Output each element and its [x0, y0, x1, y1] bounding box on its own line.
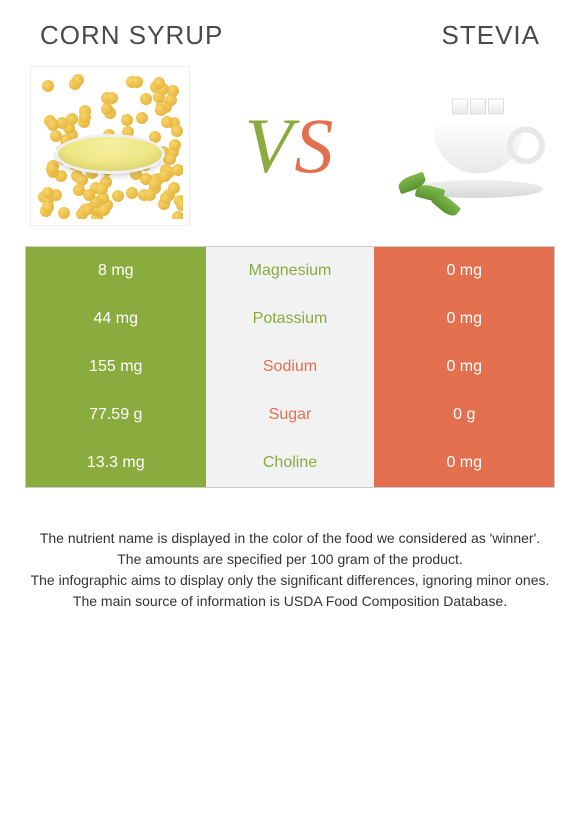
nutrient-table: 8 mgMagnesium0 mg44 mgPotassium0 mg155 m…: [25, 246, 555, 488]
value-left: 77.59 g: [26, 391, 206, 439]
stevia-image: [390, 66, 550, 226]
hero-row: VS: [20, 66, 560, 246]
table-row: 155 mgSodium0 mg: [26, 343, 554, 391]
nutrient-name: Choline: [206, 439, 375, 487]
syrup-bowl-graphic: [55, 134, 165, 174]
nutrient-name: Magnesium: [206, 247, 375, 295]
value-left: 44 mg: [26, 295, 206, 343]
nutrient-name: Sodium: [206, 343, 375, 391]
table-row: 44 mgPotassium0 mg: [26, 295, 554, 343]
value-left: 8 mg: [26, 247, 206, 295]
vs-s: S: [294, 102, 335, 189]
vs-label: VS: [245, 101, 336, 191]
vs-v: V: [245, 102, 295, 189]
titles-row: CORN SYRUP STEVIA: [20, 20, 560, 66]
value-right: 0 mg: [374, 247, 554, 295]
infographic-container: CORN SYRUP STEVIA VS 8 mgMagnesium0 mg44: [0, 0, 580, 632]
footer-line: The infographic aims to display only the…: [30, 570, 550, 591]
title-left: CORN SYRUP: [40, 20, 223, 51]
footer-line: The nutrient name is displayed in the co…: [30, 528, 550, 549]
footer-line: The main source of information is USDA F…: [30, 591, 550, 612]
cup-graphic: [433, 119, 523, 174]
value-left: 155 mg: [26, 343, 206, 391]
title-right: STEVIA: [442, 20, 540, 51]
corn-syrup-image: [30, 66, 190, 226]
nutrient-name: Sugar: [206, 391, 375, 439]
footer-notes: The nutrient name is displayed in the co…: [20, 488, 560, 612]
nutrient-name: Potassium: [206, 295, 375, 343]
value-right: 0 g: [374, 391, 554, 439]
table-row: 77.59 gSugar0 g: [26, 391, 554, 439]
footer-line: The amounts are specified per 100 gram o…: [30, 549, 550, 570]
value-right: 0 mg: [374, 343, 554, 391]
table-row: 13.3 mgCholine0 mg: [26, 439, 554, 487]
value-right: 0 mg: [374, 439, 554, 487]
table-row: 8 mgMagnesium0 mg: [26, 247, 554, 295]
value-right: 0 mg: [374, 295, 554, 343]
value-left: 13.3 mg: [26, 439, 206, 487]
